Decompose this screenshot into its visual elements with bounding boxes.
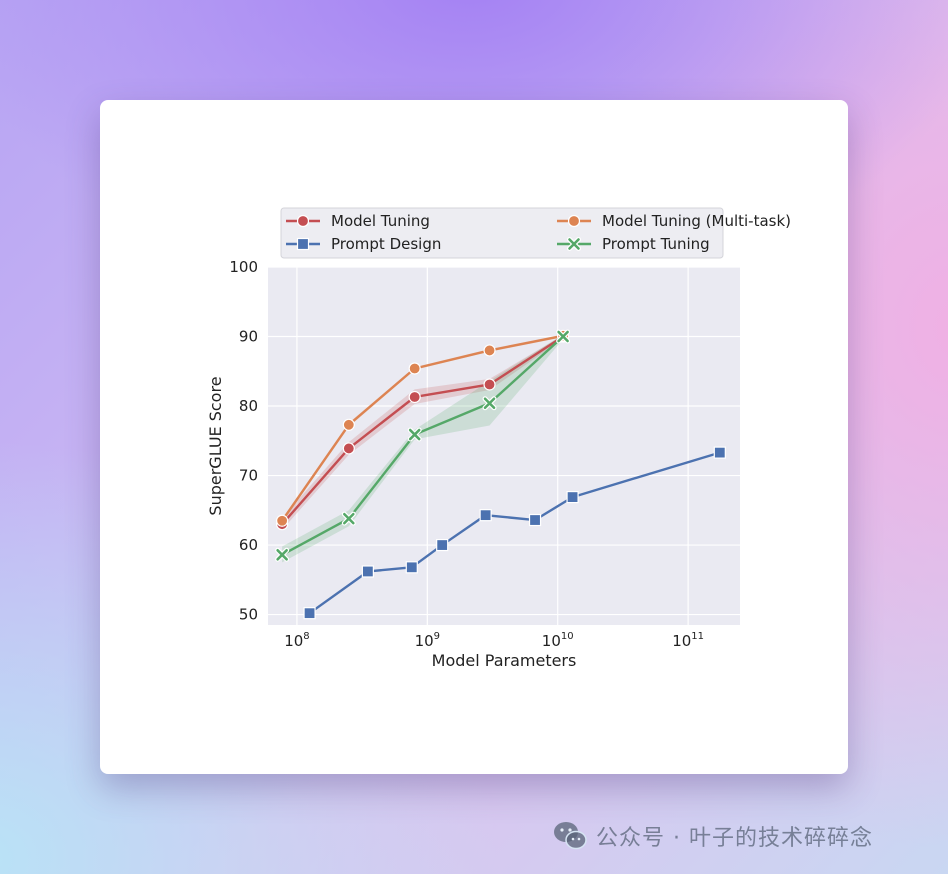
model-tuning-point bbox=[483, 378, 496, 391]
plot-background bbox=[268, 267, 740, 625]
legend: Model Tuning Prompt Design Model Tuning (M… bbox=[280, 207, 791, 259]
legend-label-model-tuning-multi-task: Model Tuning (Multi-task) bbox=[602, 212, 791, 230]
wechat-icon bbox=[554, 822, 587, 850]
x-tick-label: 109 bbox=[415, 631, 440, 650]
y-tick-label: 90 bbox=[239, 328, 258, 346]
legend-marker-prompt-tuning bbox=[568, 238, 580, 250]
y-axis-label: SuperGLUE Score bbox=[206, 376, 225, 515]
prompt-design-point bbox=[436, 538, 449, 552]
model-tuning-point bbox=[342, 442, 355, 455]
y-tick-label: 80 bbox=[239, 397, 258, 415]
legend-marker-model-tuning bbox=[296, 214, 310, 228]
legend-marker-prompt-design bbox=[296, 237, 310, 251]
prompt-design-point bbox=[528, 513, 542, 527]
x-tick-labels: 108 109 1010 1011 bbox=[284, 631, 704, 650]
y-tick-label: 60 bbox=[239, 536, 258, 554]
y-tick-labels: 50 60 70 80 90 100 bbox=[229, 258, 258, 624]
prompt-tuning-point bbox=[483, 397, 496, 410]
prompt-tuning-point bbox=[343, 512, 355, 525]
x-tick-label: 108 bbox=[284, 631, 309, 650]
prompt-design-point bbox=[405, 561, 418, 574]
x-tick-label: 1011 bbox=[672, 631, 704, 650]
y-tick-label: 100 bbox=[229, 258, 258, 276]
legend-marker-model-tuning-multi-task bbox=[567, 214, 581, 228]
legend-label-model-tuning: Model Tuning bbox=[331, 212, 430, 230]
legend-label-prompt-design: Prompt Design bbox=[331, 235, 441, 253]
model-tuning-point bbox=[408, 390, 421, 404]
legend-label-prompt-tuning: Prompt Tuning bbox=[602, 235, 710, 253]
prompt-design-point bbox=[303, 607, 316, 620]
prompt-design-point bbox=[713, 446, 726, 459]
model-tuning-multi-task-point bbox=[342, 418, 355, 431]
series-markers bbox=[275, 329, 726, 620]
prompt-design-point bbox=[566, 490, 579, 504]
watermark-text: 公众号 · 叶子的技术碎碎念 bbox=[596, 826, 873, 851]
prompt-tuning-band bbox=[282, 334, 564, 563]
prompt-tuning-point bbox=[557, 330, 569, 343]
x-tick-label: 1010 bbox=[542, 631, 574, 650]
model-tuning-multi-task-point bbox=[276, 514, 289, 527]
model-tuning-multi-task-point bbox=[483, 344, 496, 357]
legend-box bbox=[280, 207, 724, 259]
chart-card: 50 60 70 80 90 100 108 109 1010 1011 Model Param… bbox=[100, 100, 848, 774]
prompt-design-point bbox=[479, 509, 492, 522]
model-tuning-multi-task-point bbox=[408, 362, 421, 375]
prompt-tuning-point bbox=[276, 548, 288, 561]
gridlines bbox=[268, 266, 740, 625]
prompt-design-point bbox=[361, 565, 374, 578]
watermark: 公众号 · 叶子的技术碎碎念 bbox=[552, 818, 873, 854]
prompt-tuning-point bbox=[408, 428, 421, 441]
y-tick-label: 70 bbox=[239, 467, 258, 485]
y-tick-label: 50 bbox=[239, 606, 258, 624]
x-axis-label: Model Parameters bbox=[432, 651, 577, 670]
prompt-design-line bbox=[308, 451, 721, 615]
superglue-line-chart: 50 60 70 80 90 100 108 109 1010 1011 Model Param… bbox=[206, 207, 791, 670]
